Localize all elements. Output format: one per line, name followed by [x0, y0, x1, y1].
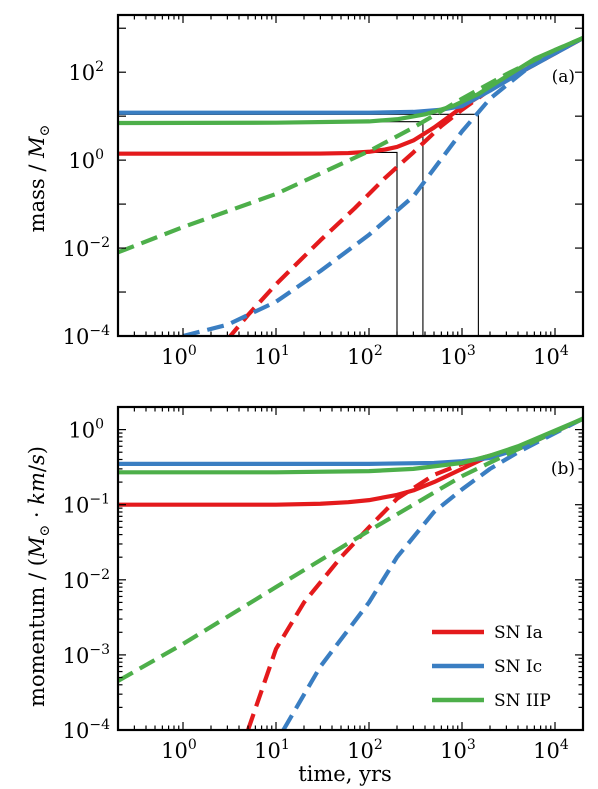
x-tick-label: 100 [161, 737, 197, 763]
y-tick-label: 100 [68, 417, 104, 443]
series-sn-ia-solid [118, 416, 583, 507]
reference-line-sn-ic [118, 113, 479, 336]
y-axis-label: mass / M⊙ [25, 125, 53, 233]
y-tick-label: 102 [68, 59, 104, 85]
series-sn-iip-solid [118, 416, 583, 475]
x-tick-label: 100 [161, 343, 197, 369]
y-tick-label: 10−3 [63, 642, 110, 668]
legend-label: SN Ia [494, 623, 543, 643]
x-axis-label: time, yrs [298, 762, 392, 786]
x-tick-label: 102 [347, 737, 383, 763]
panel-tag: (a) [552, 67, 575, 87]
x-tick-label: 102 [347, 343, 383, 369]
y-tick-label: 10−1 [63, 492, 110, 518]
x-tick-label: 103 [440, 737, 476, 763]
series-sn-ia-solid [118, 35, 583, 156]
x-tick-label: 101 [254, 737, 290, 763]
series-sn-ic-solid [118, 35, 583, 115]
plot-area [118, 416, 583, 730]
y-tick-label: 10−2 [63, 235, 110, 261]
panel-a: 100 101 102 103 104 10−4 10−2 100 102 (a) mass / M… [25, 13, 585, 369]
series-sn-ic-dashed [182, 36, 583, 336]
x-tick-label: 103 [440, 343, 476, 369]
plot-frame [116, 13, 585, 338]
y-tick-label: 10−4 [63, 717, 110, 743]
legend: SN Ia SN Ic SN IIP [432, 623, 551, 711]
y-tick-label: 100 [68, 147, 104, 173]
x-tick-label: 104 [533, 343, 569, 369]
x-tick-label: 101 [254, 343, 290, 369]
x-tick-label: 104 [533, 737, 569, 763]
panel-b: 100 101 102 103 104 10−4 10−3 10−2 10−1 100 (b) mom… [25, 405, 585, 763]
series-sn-ia-dashed [246, 416, 583, 730]
series-sn-iip-dashed [118, 416, 583, 683]
series-sn-iip-dashed [118, 36, 583, 255]
panel-tag: (b) [551, 459, 575, 479]
legend-label: SN Ic [494, 657, 542, 677]
series-sn-ic-dashed [281, 416, 583, 730]
y-tick-label: 10−2 [63, 567, 110, 593]
y-tick-label: 10−4 [63, 323, 110, 349]
legend-label: SN IIP [494, 691, 551, 711]
plot-frame [116, 405, 585, 732]
y-axis-label: momentum / (M⊙ · km/s) [25, 446, 53, 707]
plot-area [118, 35, 583, 336]
